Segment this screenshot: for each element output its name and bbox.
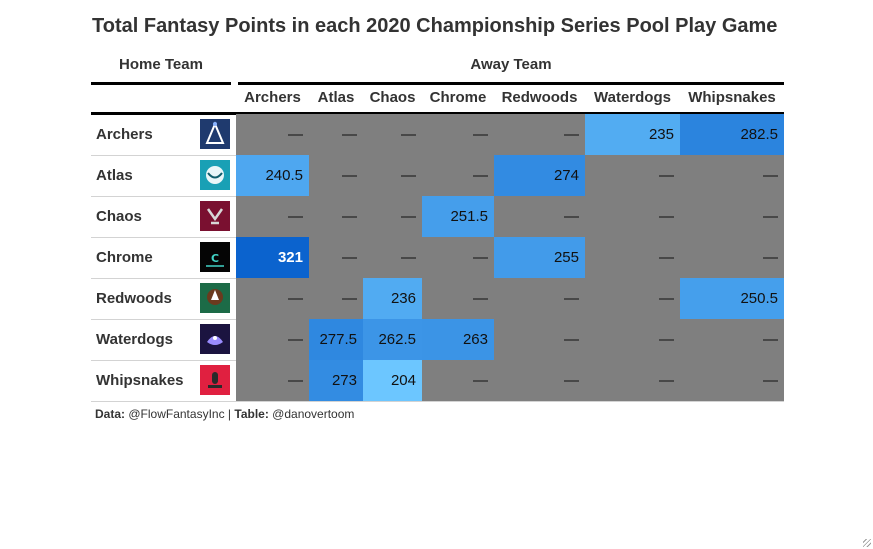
table-cell: 251.5 [422, 196, 494, 237]
table-cell: 255 [494, 237, 585, 278]
table-cell: — [309, 196, 363, 237]
data-label: Data: [95, 407, 126, 421]
home-team-spanner: Home Team [91, 54, 231, 85]
table-row: Atlas 240.5— — —274— — [91, 155, 784, 197]
table-cell: — [236, 196, 309, 237]
whipsnakes-logo-icon [200, 365, 230, 395]
table-cell: 250.5 [680, 278, 784, 319]
table-cell: — [363, 155, 422, 196]
table-cell: — [309, 155, 363, 196]
table-cell: — [494, 196, 585, 237]
column-header-whipsnakes: Whipsnakes [688, 89, 776, 106]
table-cell: — [363, 237, 422, 278]
table-label: Table: [234, 407, 269, 421]
svg-text:C: C [211, 252, 219, 265]
table-cell: — [236, 114, 309, 155]
resize-grip-icon[interactable] [863, 539, 871, 547]
column-header-atlas: Atlas [317, 89, 355, 106]
table-cell: 321 [236, 237, 309, 278]
archers-logo-icon [200, 119, 230, 149]
home-team-label: Whipsnakes [96, 372, 184, 389]
table-cell: — [680, 155, 784, 196]
atlas-logo-icon [200, 160, 230, 190]
table-cell: 282.5 [680, 114, 784, 155]
home-team-label: Chrome [96, 249, 153, 266]
source-note: Data: @FlowFantasyInc | Table: @danovert… [95, 407, 354, 421]
table-cell: — [680, 237, 784, 278]
table-cell: 277.5 [309, 319, 363, 360]
table-cell: 274 [494, 155, 585, 196]
redwoods-logo-icon [200, 283, 230, 313]
home-team-label: Archers [96, 126, 153, 143]
home-team-label: Redwoods [96, 290, 172, 307]
column-header-archers: Archers [244, 89, 301, 106]
table-cell: — [585, 319, 680, 360]
table-cell: — [494, 278, 585, 319]
table-cell: — [309, 278, 363, 319]
table-cell: — [680, 196, 784, 237]
table-cell: — [363, 114, 422, 155]
table-source: @danovertoom [272, 407, 355, 421]
table-cell: — [494, 319, 585, 360]
table-row: Chrome C 321— — —255— — [91, 237, 784, 279]
home-team-label: Atlas [96, 167, 133, 184]
column-header-chaos: Chaos [369, 89, 416, 106]
column-header-chrome: Chrome [429, 89, 487, 106]
table-cell: — [494, 114, 585, 155]
data-source: @FlowFantasyInc [128, 407, 225, 421]
table-cell: — [422, 155, 494, 196]
table-cell: — [422, 237, 494, 278]
footer-separator: | [224, 407, 235, 421]
table-cell: — [494, 360, 585, 401]
table-cell: — [585, 196, 680, 237]
table-cell: 273 [309, 360, 363, 401]
waterdogs-logo-icon [200, 324, 230, 354]
table-cell: 240.5 [236, 155, 309, 196]
table-cell: — [236, 278, 309, 319]
table-cell: 263 [422, 319, 494, 360]
table-row: Redwoods — —236— — —250.5 [91, 278, 784, 320]
table-cell: 235 [585, 114, 680, 155]
table-cell: 236 [363, 278, 422, 319]
chaos-logo-icon [200, 201, 230, 231]
table-cell: — [363, 196, 422, 237]
table-cell: — [680, 319, 784, 360]
column-header-waterdogs: Waterdogs [594, 89, 671, 106]
table-cell: — [585, 237, 680, 278]
table-cell: — [680, 360, 784, 401]
column-header-row: Archers Atlas Chaos Chrome Redwoods Waterdogs… [91, 86, 784, 115]
table-cell: — [422, 360, 494, 401]
table-cell: — [422, 278, 494, 319]
chart-title: Total Fantasy Points in each 2020 Champi… [92, 15, 778, 37]
table-cell: — [236, 319, 309, 360]
away-team-spanner: Away Team [238, 54, 784, 85]
chrome-logo-icon: C [200, 242, 230, 272]
table-cell: — [236, 360, 309, 401]
table-row: Whipsnakes —273 204— — — — [91, 360, 784, 402]
column-header-redwoods: Redwoods [501, 89, 578, 106]
home-team-label: Chaos [96, 208, 142, 225]
table-cell: — [422, 114, 494, 155]
table-cell: — [309, 237, 363, 278]
table-cell: — [309, 114, 363, 155]
table-cell: — [585, 155, 680, 196]
table-cell: 262.5 [363, 319, 422, 360]
table-cell: — [585, 360, 680, 401]
table-cell: — [585, 278, 680, 319]
table-cell: 204 [363, 360, 422, 401]
table-row: Chaos — — —251.5— — — [91, 196, 784, 238]
table-row: Waterdogs —277.5 262.5 263— — — [91, 319, 784, 361]
home-team-label: Waterdogs [96, 331, 173, 348]
table-row: Archers — — — — —235 282.5 [91, 114, 784, 156]
